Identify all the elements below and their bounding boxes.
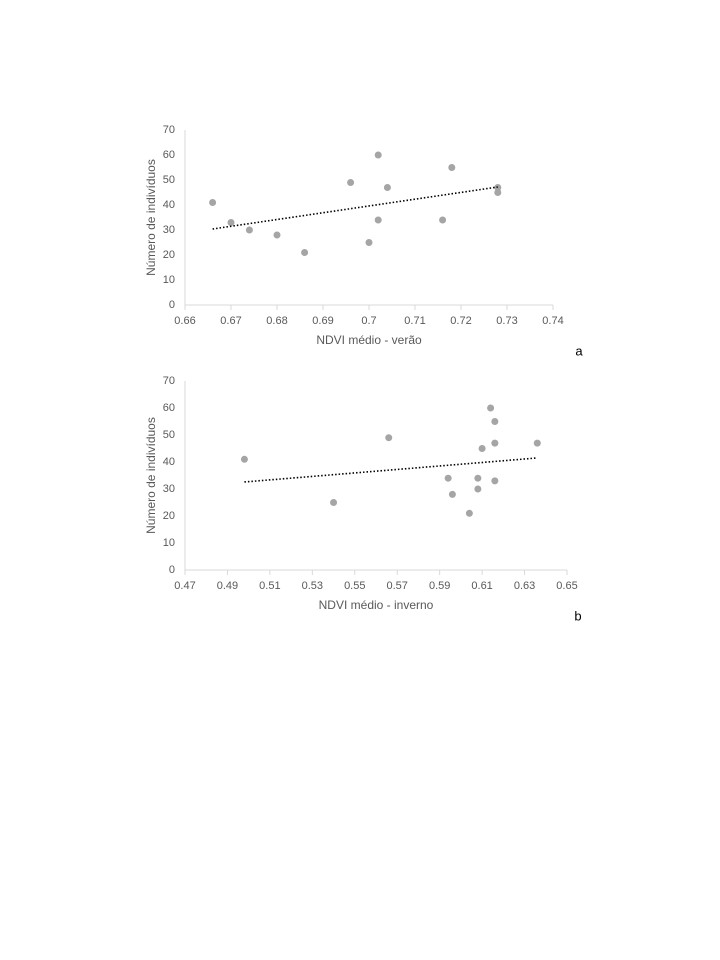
y-tick-label: 60 (163, 149, 175, 161)
y-tick-label: 70 (163, 375, 175, 387)
point (374, 216, 382, 224)
x-tick-label: 0.65 (556, 580, 577, 592)
point (301, 249, 309, 256)
y-tick-label: 20 (163, 510, 175, 522)
point (374, 151, 382, 159)
point (491, 477, 499, 485)
point (474, 474, 482, 482)
point (227, 219, 235, 226)
y-tick-label: 20 (163, 249, 175, 261)
x-tick-label: 0.74 (542, 315, 563, 327)
y-tick-label: 50 (163, 429, 175, 441)
point (474, 485, 482, 493)
y-tick-label: 50 (163, 174, 175, 186)
y-tick-label: 30 (163, 224, 175, 236)
y-tick-label: 70 (163, 124, 175, 136)
x-tick-label: 0.55 (344, 580, 365, 592)
point (439, 216, 447, 224)
y-tick-label: 10 (163, 537, 175, 549)
x-tick-label: 0.57 (387, 580, 408, 592)
panel-label: b (574, 608, 581, 623)
y-axis-title: Número de indivíduos (144, 159, 158, 276)
point (347, 179, 355, 186)
point (383, 184, 391, 191)
x-tick-label: 0.66 (174, 315, 195, 327)
y-tick-label: 0 (169, 564, 175, 576)
trendline (212, 186, 498, 230)
panel-label: a (575, 343, 583, 358)
y-tick-label: 40 (163, 199, 175, 211)
y-tick-label: 30 (163, 483, 175, 495)
x-tick-label: 0.63 (514, 580, 535, 592)
y-tick-label: 60 (163, 402, 175, 414)
x-tick-label: 0.67 (220, 315, 241, 327)
x-tick-label: 0.68 (266, 315, 287, 327)
x-tick-label: 0.72 (450, 315, 471, 327)
point (365, 239, 373, 246)
x-tick-label: 0.61 (471, 580, 492, 592)
point (487, 404, 495, 412)
point (448, 490, 456, 498)
point (465, 509, 473, 517)
point (494, 189, 502, 196)
x-tick-label: 0.49 (217, 580, 238, 592)
x-tick-label: 0.71 (404, 315, 425, 327)
x-axis-title: NDVI médio - verão (316, 333, 422, 347)
x-tick-label: 0.7 (361, 315, 376, 327)
y-tick-label: 0 (169, 299, 175, 311)
x-tick-label: 0.69 (312, 315, 333, 327)
point (478, 445, 486, 452)
x-tick-label: 0.53 (302, 580, 323, 592)
point (209, 199, 217, 206)
point (448, 164, 456, 171)
x-tick-label: 0.47 (174, 580, 195, 592)
x-axis-title: NDVI médio - inverno (319, 598, 434, 612)
point (444, 474, 452, 482)
y-tick-label: 10 (163, 274, 175, 286)
point (273, 231, 281, 239)
point (491, 418, 499, 425)
y-tick-label: 40 (163, 456, 175, 468)
y-axis-title: Número de indivíduos (144, 417, 158, 534)
point (491, 439, 499, 447)
point (240, 455, 248, 463)
x-tick-label: 0.51 (259, 580, 280, 592)
x-tick-label: 0.59 (429, 580, 450, 592)
x-tick-label: 0.73 (496, 315, 517, 327)
point (385, 434, 393, 442)
point (245, 226, 253, 234)
point (330, 499, 338, 506)
point (533, 439, 541, 447)
